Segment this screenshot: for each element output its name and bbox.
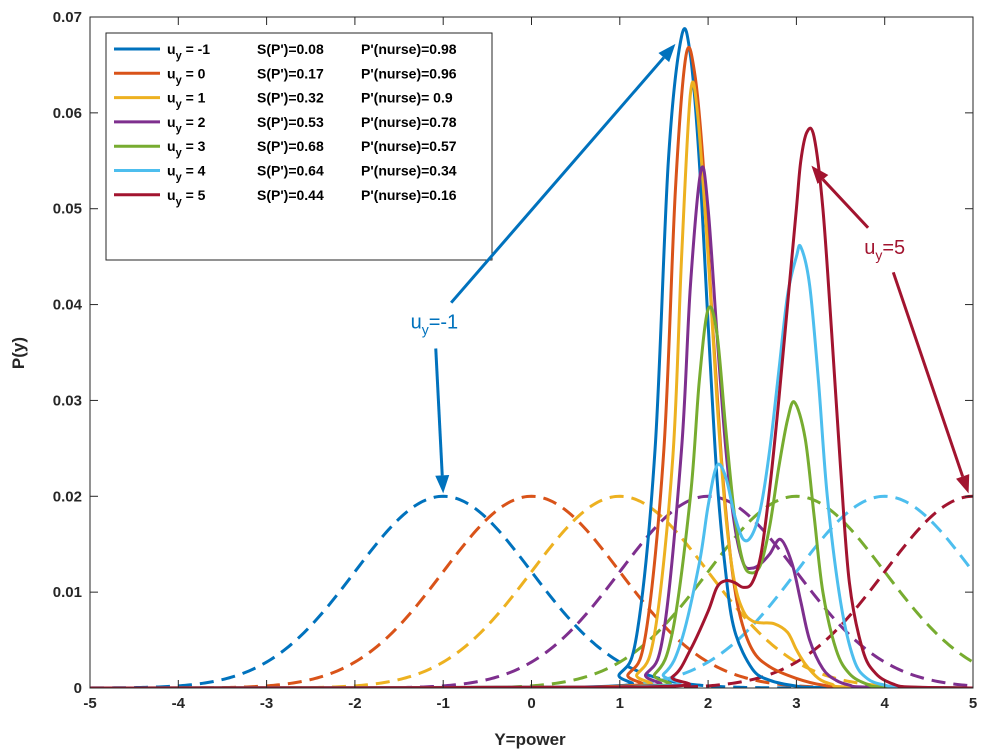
legend-pnurse-1: P'(nurse)=0.96 — [361, 65, 457, 81]
legend-sp-6: S(P')=0.44 — [257, 187, 324, 203]
y-tick-label-4: 0.04 — [53, 297, 83, 314]
series-line-6 — [90, 126, 973, 688]
annotation-arrow-line-0-0 — [450, 56, 665, 304]
y-tick-label-1: 0.01 — [53, 584, 82, 601]
y-tick-label-2: 0.02 — [53, 488, 82, 505]
annotation-label-1: uy=5 — [864, 237, 905, 263]
annotations: uy=-1 uy=5 — [411, 43, 970, 494]
annotation-arrow-line-0-1 — [434, 348, 444, 476]
legend-sp-0: S(P')=0.08 — [257, 41, 324, 57]
y-tick-label-5: 0.05 — [53, 201, 82, 218]
legend-sp-2: S(P')=0.32 — [257, 90, 324, 106]
legend-box — [105, 32, 493, 261]
x-tick-label-8: 3 — [792, 695, 800, 712]
legend-pnurse-5: P'(nurse)=0.34 — [361, 163, 457, 179]
x-axis-label: Y=power — [494, 730, 566, 749]
legend-sp-4: S(P')=0.68 — [257, 138, 324, 154]
legend-pnurse-6: P'(nurse)=0.16 — [361, 187, 457, 203]
annotation-arrow-line-1-1 — [891, 271, 965, 477]
annotation-arrow-head-0-1 — [435, 475, 450, 494]
x-tick-label-3: -2 — [348, 695, 361, 712]
annotation-arrow-line-1-0 — [821, 178, 870, 229]
annotation-arrow-head-1-0 — [811, 165, 829, 184]
annotation-label-0: uy=-1 — [411, 312, 459, 338]
annotation-arrow-head-0-0 — [658, 43, 676, 63]
series-line-1 — [90, 46, 973, 688]
series-line-4 — [90, 305, 973, 688]
legend-pnurse-2: P'(nurse)= 0.9 — [361, 90, 453, 106]
annotation-arrow-head-1-1 — [956, 474, 970, 494]
axes: -5 -4 -3 -2 -1 0 1 2 3 4 5 0 0.01 0.02 0.03 0.04 0.05 0.0… — [53, 9, 977, 712]
legend-sp-1: S(P')=0.17 — [257, 65, 324, 81]
x-tick-label-1: -4 — [172, 695, 186, 712]
legend-label-4: uy = 3 — [167, 138, 206, 159]
legend: uy = -1 S(P')=0.08 P'(nurse)=0.98 uy = 0 S(P… — [105, 32, 493, 261]
series-line-5 — [90, 243, 973, 688]
x-tick-label-7: 2 — [704, 695, 712, 712]
legend-label-2: uy = 1 — [167, 90, 206, 111]
legend-pnurse-0: P'(nurse)=0.98 — [361, 41, 457, 57]
legend-label-1: uy = 0 — [167, 65, 206, 86]
legend-label-5: uy = 4 — [167, 163, 206, 184]
legend-label-0: uy = -1 — [167, 41, 210, 62]
legend-pnurse-3: P'(nurse)=0.78 — [361, 114, 457, 130]
series-line-2 — [90, 80, 973, 688]
x-tick-label-10: 5 — [969, 695, 977, 712]
y-axis-label: P(y) — [9, 337, 28, 369]
x-tick-label-4: -1 — [437, 695, 450, 712]
x-tick-label-5: 0 — [527, 695, 535, 712]
prior-curve-2 — [90, 494, 973, 688]
legend-sp-5: S(P')=0.64 — [257, 163, 324, 179]
x-tick-label-6: 1 — [616, 695, 624, 712]
x-tick-label-9: 4 — [881, 695, 890, 712]
x-tick-label-2: -3 — [260, 695, 273, 712]
y-tick-label-7: 0.07 — [53, 9, 82, 26]
x-tick-label-0: -5 — [83, 695, 96, 712]
legend-sp-3: S(P')=0.53 — [257, 114, 324, 130]
y-tick-label-0: 0 — [74, 680, 82, 697]
y-tick-label-6: 0.06 — [53, 105, 82, 122]
legend-label-3: uy = 2 — [167, 114, 206, 135]
y-tick-label-3: 0.03 — [53, 392, 82, 409]
legend-label-6: uy = 5 — [167, 187, 206, 208]
legend-pnurse-4: P'(nurse)=0.57 — [361, 138, 457, 154]
